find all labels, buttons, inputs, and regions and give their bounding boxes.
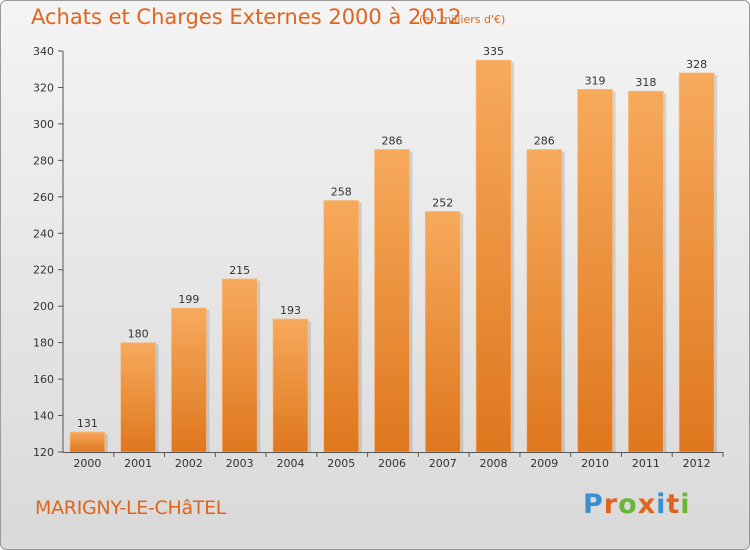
x-tick-label: 2012	[683, 457, 711, 470]
bar-2001	[120, 342, 156, 453]
y-tick-label: 300	[33, 118, 54, 131]
bar-2000	[69, 431, 106, 453]
x-tick-label: 2001	[124, 457, 152, 470]
bar-2007	[424, 211, 461, 453]
x-tick-label: 2009	[530, 457, 558, 470]
bar-2009	[526, 149, 563, 453]
town-name: MARIGNY-LE-CHâTEL	[35, 497, 227, 519]
bar-2010	[577, 88, 613, 453]
logo-letter: P	[583, 489, 604, 520]
data-label: 319	[585, 74, 606, 87]
x-tick-label: 2002	[175, 457, 203, 470]
bars-group: 131 180 199 215 193 258 286 252 335 286 319 318 328	[69, 45, 718, 453]
y-tick-label: 340	[33, 45, 54, 58]
bar-2012	[678, 72, 715, 453]
y-tick-label: 140	[33, 410, 54, 423]
x-tick-label: 2000	[73, 457, 101, 470]
x-axis: 2000 2001 2002 2003 2004 2005 2006 2007 2008 2009…	[63, 452, 724, 470]
data-label: 131	[77, 417, 98, 430]
y-tick-label: 200	[33, 300, 54, 313]
y-tick-label: 320	[33, 81, 54, 94]
data-label: 252	[432, 196, 453, 209]
y-tick-label: 160	[33, 373, 54, 386]
y-tick-label: 260	[33, 191, 54, 204]
x-tick-label: 2007	[429, 457, 457, 470]
x-tick-label: 2008	[480, 457, 508, 470]
y-tick-label: 220	[33, 264, 54, 277]
chart-subtitle: (en milliers d'€)	[419, 13, 506, 26]
data-label: 180	[128, 328, 149, 341]
data-label: 286	[534, 134, 555, 147]
y-tick-label: 120	[33, 446, 54, 459]
x-tick-label: 2005	[327, 457, 355, 470]
y-axis: 120 140 160 180 200 220 240 260 280 300 320 340	[33, 45, 64, 459]
logo-letter: i	[680, 489, 691, 520]
data-label: 318	[635, 76, 656, 89]
data-label: 199	[178, 293, 199, 306]
bar-2005	[323, 200, 360, 453]
x-tick-label: 2003	[226, 457, 254, 470]
chart-title: Achats et Charges Externes 2000 à 2012	[31, 5, 462, 29]
y-tick-label: 180	[33, 337, 54, 350]
data-label: 193	[280, 304, 301, 317]
proxiti-logo: Proxiti	[583, 489, 691, 520]
data-label: 215	[229, 264, 250, 277]
bar-2004	[272, 318, 309, 453]
y-tick-label: 280	[33, 154, 54, 167]
bar-2002	[171, 307, 207, 453]
x-tick-label: 2011	[632, 457, 660, 470]
logo-letter: t	[666, 489, 681, 520]
x-tick-label: 2004	[276, 457, 304, 470]
data-label: 335	[483, 45, 504, 58]
x-tick-label: 2006	[378, 457, 406, 470]
y-tick-label: 240	[33, 227, 54, 240]
data-label: 286	[382, 134, 403, 147]
bar-2003	[221, 278, 258, 453]
bar-2011	[628, 90, 664, 453]
bar-2008	[475, 59, 512, 453]
x-tick-label: 2010	[581, 457, 609, 470]
logo-letter: r	[603, 489, 619, 520]
bar-2006	[374, 149, 410, 453]
logo-letter: x	[637, 489, 657, 520]
data-label: 328	[686, 58, 707, 71]
logo-letter: i	[656, 489, 667, 520]
data-label: 258	[331, 185, 352, 198]
logo-letter: o	[618, 489, 638, 520]
